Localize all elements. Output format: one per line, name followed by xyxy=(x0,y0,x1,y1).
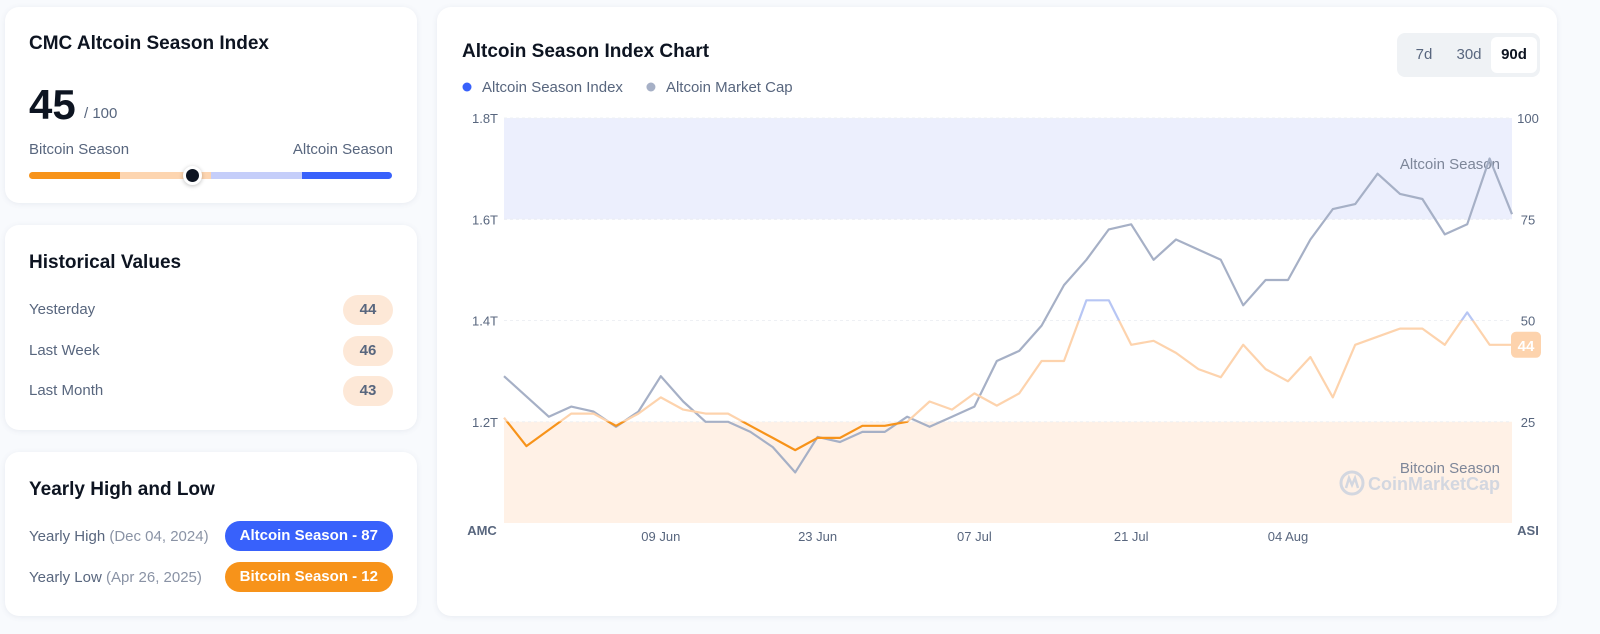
y-tick-label: 1.4T xyxy=(472,314,498,329)
season-badge: Altcoin Season - 87 xyxy=(224,521,393,551)
season-badge: Bitcoin Season - 12 xyxy=(224,561,393,592)
range-buttons: 7d 30d 90d xyxy=(1397,33,1540,77)
legend-label: Altcoin Season Index xyxy=(482,79,623,96)
season-band xyxy=(504,421,1512,523)
slider-segment xyxy=(120,172,211,179)
slider-knob xyxy=(182,166,202,185)
index-max: / 100 xyxy=(84,105,118,122)
x-tick-label: 04 Aug xyxy=(1268,529,1309,544)
row-value: 44 xyxy=(343,295,393,325)
card-title: CMC Altcoin Season Index xyxy=(29,33,269,54)
left-label: Bitcoin Season xyxy=(29,141,130,158)
range-button[interactable]: 90d xyxy=(1491,37,1537,73)
row-value: 43 xyxy=(343,376,393,406)
y2-axis-label: ASI xyxy=(1517,523,1539,538)
watermark-text: CoinMarketCap xyxy=(1368,474,1500,494)
slider-segment xyxy=(302,172,392,179)
season-band xyxy=(504,118,1512,220)
legend-dot xyxy=(646,82,656,92)
chart-card: Altcoin Season Index Chart 7d 30d 90d Altc… xyxy=(437,7,1557,616)
y-tick-label: 1.6T xyxy=(472,212,498,227)
y-tick-label: 1.2T xyxy=(472,415,498,430)
row-date: (Dec 04, 2024) xyxy=(109,528,209,545)
range-button[interactable]: 30d xyxy=(1456,46,1482,63)
legend-dot xyxy=(462,82,472,92)
historical-card: Historical Values Yesterday 44 Last Week 46… xyxy=(5,225,417,430)
x-tick-label: 21 Jul xyxy=(1114,529,1149,544)
last-value-badge xyxy=(1511,331,1541,358)
band-label: Bitcoin Season xyxy=(1400,460,1500,477)
row-label: Yearly High xyxy=(29,528,106,545)
card-title: Historical Values xyxy=(29,252,182,273)
right-label: Altcoin Season xyxy=(292,141,393,158)
x-tick-label: 09 Jun xyxy=(641,529,680,544)
y-axis-label: AMC xyxy=(467,523,497,538)
card-title: Yearly High and Low xyxy=(29,479,215,500)
row-text: Yearly Low (Apr 26, 2025) xyxy=(29,569,202,586)
y2-tick-label: 75 xyxy=(1521,212,1535,227)
index-card: CMC Altcoin Season Index 45 / 100 Bitcoi… xyxy=(5,7,417,203)
y2-tick-label: 100 xyxy=(1517,111,1539,126)
row-label: Last Month xyxy=(29,382,104,399)
watermark-logo xyxy=(1339,470,1365,496)
series-line xyxy=(503,157,1514,474)
slider-segment xyxy=(29,172,120,179)
slider-segment xyxy=(211,172,302,179)
season-slider xyxy=(29,166,392,185)
watermark: CoinMarketCap xyxy=(1339,470,1500,496)
band-label: Altcoin Season xyxy=(1400,156,1500,173)
row-text: Yearly High (Dec 04, 2024) xyxy=(29,528,209,545)
row-label: Last Week xyxy=(29,341,100,359)
yearly-card: Yearly High and Low Yearly High (Dec 04,… xyxy=(5,452,417,616)
x-tick-label: 07 Jul xyxy=(957,529,992,544)
chart: Altcoin Season Index Altcoin Market Cap Al… xyxy=(462,79,1541,544)
last-value-label: 44 xyxy=(1518,338,1535,355)
series-line xyxy=(503,299,1512,452)
y2-tick-label: 50 xyxy=(1521,314,1535,329)
range-button[interactable]: 7d xyxy=(1415,46,1433,63)
chart-title: Altcoin Season Index Chart xyxy=(462,41,710,62)
index-value: 45 xyxy=(29,81,76,128)
row-label: Yearly Low xyxy=(29,568,102,586)
watermark-logo xyxy=(1344,474,1360,489)
x-tick-label: 23 Jun xyxy=(798,529,837,544)
y2-tick-label: 25 xyxy=(1521,415,1535,430)
y-tick-label: 1.8T xyxy=(472,111,498,126)
row-date: (Apr 26, 2025) xyxy=(106,568,202,586)
legend-label: Altcoin Market Cap xyxy=(666,79,793,96)
row-label: Yesterday xyxy=(29,301,96,318)
row-value: 46 xyxy=(343,335,393,366)
